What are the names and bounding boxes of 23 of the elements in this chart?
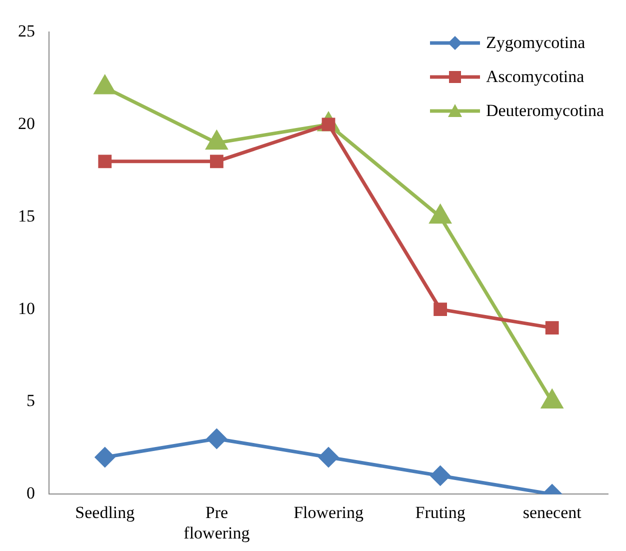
- point: [434, 302, 447, 316]
- point: [318, 447, 338, 467]
- y-tick-label: 0: [26, 484, 35, 503]
- x-tick-label: Flowering: [294, 502, 364, 522]
- y-tick-label: 20: [18, 114, 35, 133]
- x-tick-label: Pre flowering: [184, 502, 250, 542]
- y-tick-label: 10: [18, 298, 35, 318]
- point: [95, 447, 115, 467]
- y-tick-label: 25: [18, 21, 35, 40]
- point: [430, 466, 450, 486]
- point: [206, 131, 228, 150]
- point: [545, 321, 559, 335]
- legend-label: Ascomycotina: [486, 67, 584, 87]
- point: [94, 76, 116, 94]
- legend-label: Zygomycotina: [486, 33, 586, 53]
- y-tick-label: 15: [18, 206, 35, 226]
- point: [206, 428, 226, 448]
- point: [430, 205, 451, 224]
- x-tick-label: senecent: [522, 502, 582, 522]
- x-tick-label: Fruting: [415, 502, 466, 522]
- x-tick-label: Seedling: [75, 502, 136, 522]
- y-tick-label: 5: [26, 391, 35, 410]
- legend-label: Deuteromycotina: [486, 101, 604, 121]
